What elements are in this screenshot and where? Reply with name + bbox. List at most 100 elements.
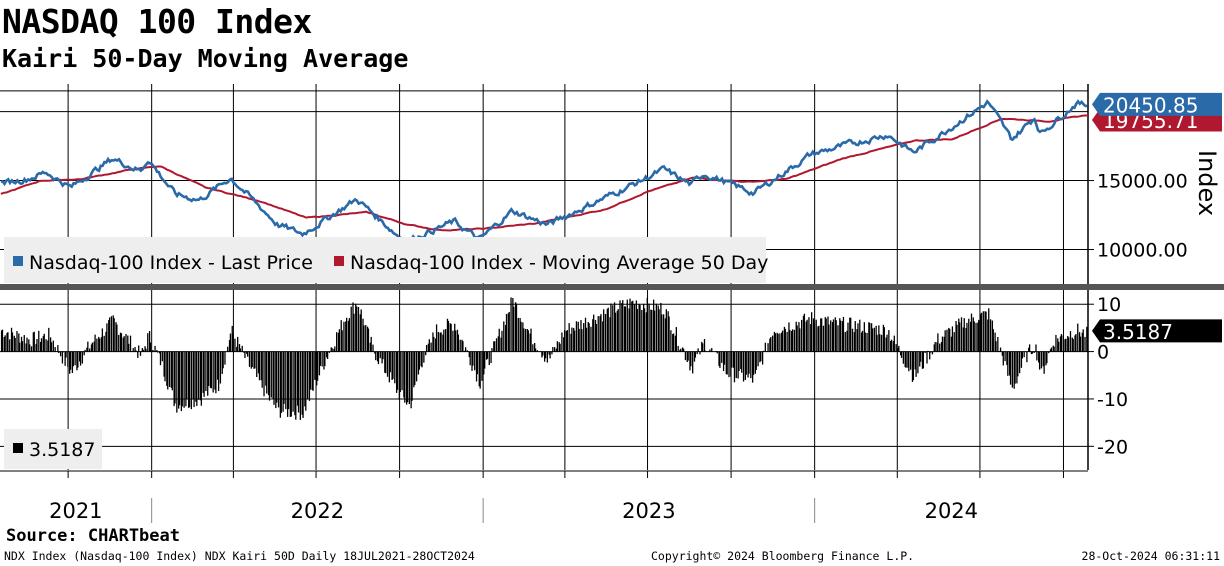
kairi-bar bbox=[305, 351, 307, 411]
kairi-bar bbox=[597, 316, 599, 352]
kairi-bar bbox=[181, 351, 183, 407]
kairi-bar bbox=[519, 318, 521, 352]
kairi-bar bbox=[186, 351, 188, 399]
kairi-bar bbox=[651, 309, 653, 352]
kairi-bar bbox=[914, 351, 916, 370]
kairi-bar bbox=[16, 331, 18, 352]
kairi-bar bbox=[30, 346, 33, 352]
kairi-bar bbox=[927, 350, 929, 352]
kairi-bar bbox=[820, 318, 823, 352]
kairi-bar bbox=[486, 351, 489, 359]
kairi-bar bbox=[244, 351, 246, 359]
kairi-bar bbox=[513, 306, 515, 352]
kairi-bar bbox=[944, 330, 946, 352]
kairi-bar bbox=[36, 339, 38, 352]
kairi-bar bbox=[168, 351, 171, 387]
kairi-bar bbox=[815, 319, 817, 352]
kairi-bar bbox=[960, 317, 963, 352]
kairi-bar bbox=[752, 351, 755, 376]
kairi-bar bbox=[365, 324, 367, 352]
kairi-bar bbox=[1065, 338, 1067, 352]
kairi-bar bbox=[445, 329, 447, 352]
kairi-bar bbox=[870, 323, 873, 352]
price-last-value-tag bbox=[1092, 92, 1222, 116]
kairi-bar bbox=[59, 351, 62, 357]
kairi-bar bbox=[951, 326, 954, 352]
kairi-bar bbox=[234, 338, 236, 352]
kairi-bar bbox=[878, 325, 880, 352]
kairi-bar bbox=[454, 323, 456, 352]
kairi-bar bbox=[154, 345, 156, 352]
kairi-bar bbox=[820, 318, 822, 352]
kairi-bar bbox=[413, 351, 415, 388]
kairi-bar bbox=[171, 351, 173, 391]
kairi-bar bbox=[784, 328, 786, 352]
kairi-bar bbox=[203, 351, 205, 397]
kairi-bar bbox=[900, 351, 903, 358]
kairi-bar bbox=[379, 351, 381, 359]
kairi-bar bbox=[553, 347, 556, 352]
kairi-bar bbox=[247, 351, 249, 357]
kairi-bar bbox=[142, 349, 144, 352]
kairi-bar bbox=[789, 329, 791, 352]
kairi-bar bbox=[812, 318, 815, 352]
kairi-bar bbox=[693, 351, 696, 362]
kairi-bar bbox=[330, 347, 332, 352]
kairi-bar bbox=[902, 351, 905, 364]
kairi-bar bbox=[962, 327, 964, 352]
kairi-bar bbox=[687, 351, 689, 361]
kairi-bar bbox=[375, 351, 377, 361]
kairi-bar bbox=[292, 351, 294, 412]
kairi-bar bbox=[716, 351, 718, 354]
kairi-bar bbox=[86, 347, 88, 352]
kairi-bar bbox=[1067, 335, 1069, 352]
kairi-bar bbox=[1079, 336, 1082, 352]
kairi-bar bbox=[643, 308, 646, 352]
kairi-bar bbox=[1014, 351, 1016, 384]
kairi-bar bbox=[272, 351, 274, 400]
kairi-bar bbox=[137, 351, 139, 358]
kairi-bar bbox=[861, 330, 864, 352]
kairi-bar bbox=[559, 343, 561, 352]
kairi-bar bbox=[546, 351, 549, 363]
kairi-bar bbox=[771, 335, 774, 352]
kairi-bar bbox=[144, 346, 146, 352]
kairi-bar bbox=[243, 351, 245, 353]
kairi-bar bbox=[1023, 351, 1025, 358]
kairi-bar bbox=[163, 351, 165, 377]
kairi-bar bbox=[592, 319, 594, 352]
kairi-bar bbox=[900, 351, 902, 356]
kairi-bar bbox=[33, 331, 35, 352]
kairi-bar bbox=[801, 319, 803, 352]
kairi-bar bbox=[595, 323, 598, 352]
kairi-bar bbox=[1016, 351, 1018, 384]
kairi-bar bbox=[89, 348, 91, 352]
kairi-bar bbox=[617, 309, 619, 352]
kairi-bar bbox=[544, 351, 546, 362]
kairi-bar bbox=[875, 325, 877, 352]
kairi-bar bbox=[263, 351, 265, 397]
kairi-bar bbox=[563, 337, 565, 352]
legend-label-ma: Nasdaq-100 Index - Moving Average 50 Day bbox=[350, 252, 768, 274]
kairi-bar bbox=[178, 351, 181, 406]
kairi-bar bbox=[430, 342, 432, 352]
kairi-bar bbox=[447, 320, 450, 352]
kairi-bar bbox=[120, 333, 123, 352]
kairi-bar bbox=[287, 351, 290, 410]
kairi-bar bbox=[508, 311, 510, 352]
x-tick-label-year: 2023 bbox=[622, 499, 675, 523]
kairi-bar bbox=[132, 348, 134, 352]
kairi-bar bbox=[890, 340, 892, 352]
kairi-bar bbox=[406, 351, 409, 403]
kairi-bar bbox=[860, 332, 863, 352]
kairi-bar bbox=[29, 344, 31, 352]
kairi-bar bbox=[147, 333, 149, 352]
kairi-bar bbox=[959, 322, 961, 352]
kairi-bar bbox=[398, 351, 400, 400]
kairi-bar bbox=[1068, 337, 1070, 352]
kairi-bar bbox=[897, 347, 899, 352]
kairi-bar bbox=[587, 321, 589, 352]
kairi-bar bbox=[708, 350, 710, 352]
kairi-bar bbox=[1059, 336, 1062, 352]
kairi-bar bbox=[817, 326, 819, 352]
